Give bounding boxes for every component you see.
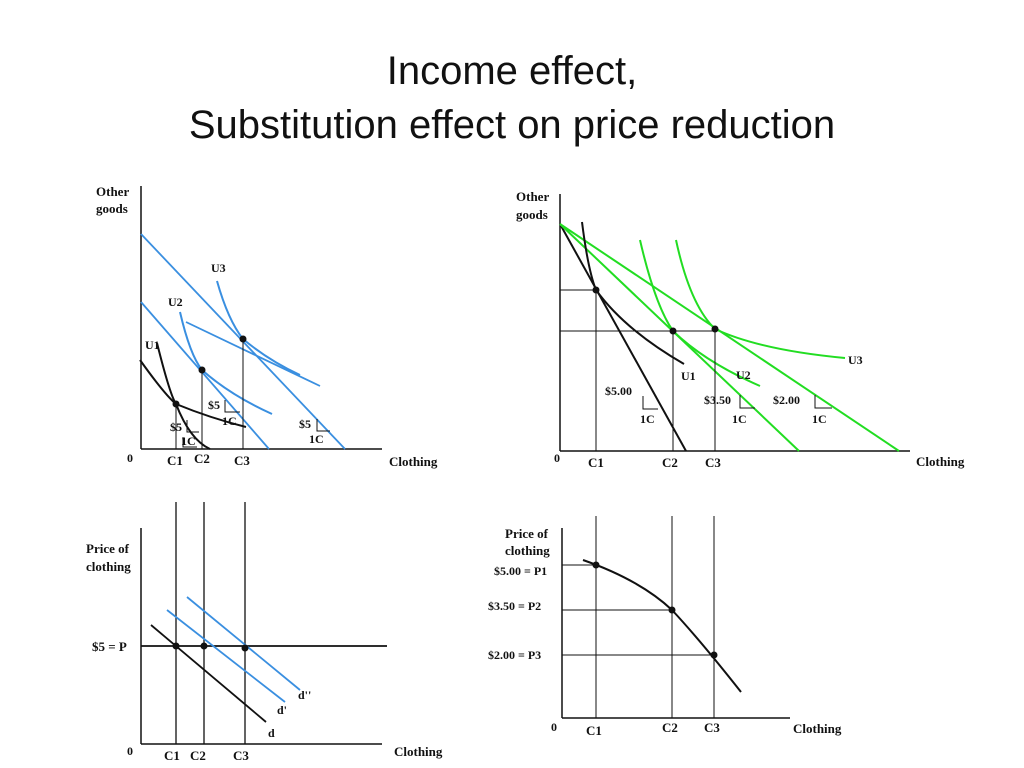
tick-label-c3: C3: [705, 455, 721, 470]
tick-label-c1: C1: [164, 748, 180, 763]
tick-label-c1: C1: [588, 455, 604, 470]
point-c3: [239, 335, 247, 343]
tick-label-c2: C2: [190, 748, 206, 763]
origin-label: 0: [551, 720, 557, 734]
tick-label-c2: C2: [662, 455, 678, 470]
tick-label-c3: C3: [233, 748, 249, 763]
slide-title-line-2: Substitution effect on price reduction: [188, 103, 836, 147]
panel-bottom-right: Price of clothing Clothing 0 $5.00 = P1 …: [488, 516, 842, 738]
demand-curve-d-prime: [166, 609, 286, 703]
point-c1: [592, 286, 600, 294]
curve-label-u1: U1: [145, 338, 160, 352]
curve-label-u2: U2: [168, 295, 183, 309]
x-axis-label: Clothing: [793, 721, 842, 736]
curve-label-u3: U3: [848, 353, 863, 367]
point-p3: [710, 651, 718, 659]
price-label-p1: $5.00 = P1: [494, 564, 547, 578]
point-c1: [172, 642, 180, 650]
slope-price-label-3: $5: [299, 417, 311, 431]
curve-label-u1: U1: [681, 369, 696, 383]
x-axis-label: Clothing: [389, 454, 438, 469]
budget-line-3b: [185, 321, 321, 387]
slope-price-label-1: $5: [170, 420, 182, 434]
slope-unit-label-1: 1C: [640, 412, 655, 426]
tick-label-c2: C2: [662, 720, 678, 735]
demand-curve: [582, 559, 742, 693]
point-p1: [592, 561, 600, 569]
panel-bottom-left: Price of clothing Clothing 0 $5 = P d d'…: [86, 502, 443, 763]
slope-triangle-4: [316, 419, 330, 432]
price-label-3-50: $3.50: [704, 393, 731, 407]
budget-line-2-00: [559, 223, 900, 452]
panel-top-left: Other goods Clothing 0 U1 U2 U3 C1 C2 C3…: [96, 184, 438, 469]
slope-unit-label-2: 1C: [222, 414, 237, 428]
point-c1: [172, 400, 180, 408]
budget-line-2: [140, 301, 270, 450]
slope-triangle-1: [642, 396, 658, 410]
y-axis-label-1: Other: [96, 184, 129, 199]
point-c2: [200, 642, 208, 650]
y-axis-label-2: goods: [516, 207, 548, 222]
indifference-curve-u2: [639, 239, 761, 387]
y-axis-label-2: clothing: [505, 543, 550, 558]
price-label-5-00: $5.00: [605, 384, 632, 398]
tick-label-c1: C1: [167, 453, 183, 468]
point-c2: [198, 366, 206, 374]
origin-label: 0: [127, 451, 133, 465]
point-c2: [669, 327, 677, 335]
slope-unit-label-3: 1C: [812, 412, 827, 426]
y-axis-label-2: goods: [96, 201, 128, 216]
y-axis-label-1: Price of: [505, 526, 549, 541]
budget-line-5-00: [559, 223, 687, 452]
price-line-label: $5 = P: [92, 639, 127, 654]
curve-label-u2: U2: [736, 368, 751, 382]
price-label-p2: $3.50 = P2: [488, 599, 541, 613]
price-label-p3: $2.00 = P3: [488, 648, 541, 662]
y-axis-label-2: clothing: [86, 559, 131, 574]
slope-triangle-2: [182, 437, 197, 448]
tick-label-c3: C3: [234, 453, 250, 468]
point-c3: [711, 325, 719, 333]
slide-title-line-1: Income effect,: [386, 49, 638, 93]
point-p2: [668, 606, 676, 614]
y-axis-label-1: Price of: [86, 541, 130, 556]
x-axis-label: Clothing: [916, 454, 965, 469]
demand-curve-d: [150, 624, 267, 723]
slope-triangle-1: [186, 420, 199, 433]
tick-label-c1: C1: [586, 723, 602, 738]
origin-label: 0: [554, 451, 560, 465]
slope-triangle-2: [739, 395, 755, 409]
demand-label-d-prime: d': [277, 703, 287, 717]
slope-price-label-2: $5: [208, 398, 220, 412]
point-c3: [241, 644, 249, 652]
origin-label: 0: [127, 744, 133, 758]
demand-label-d: d: [268, 726, 275, 740]
tick-label-c3: C3: [704, 720, 720, 735]
slope-unit-label-2: 1C: [732, 412, 747, 426]
indifference-curve-u3: [675, 239, 846, 359]
demand-label-d-double-prime: d'': [298, 688, 311, 702]
price-label-2-00: $2.00: [773, 393, 800, 407]
tick-label-c2: C2: [194, 451, 210, 466]
slope-unit-label-3: 1C: [309, 432, 324, 446]
slope-triangle-3: [224, 400, 240, 413]
y-axis-label-1: Other: [516, 189, 549, 204]
curve-label-u3: U3: [211, 261, 226, 275]
panel-top-right: Other goods Clothing 0 U1 U2 U3 C1 C2 C3…: [516, 189, 965, 470]
demand-curve-d-double-prime: [186, 596, 301, 691]
slope-unit-label-1: 1C: [181, 434, 196, 448]
slope-triangle-3: [814, 395, 832, 409]
x-axis-label: Clothing: [394, 744, 443, 759]
